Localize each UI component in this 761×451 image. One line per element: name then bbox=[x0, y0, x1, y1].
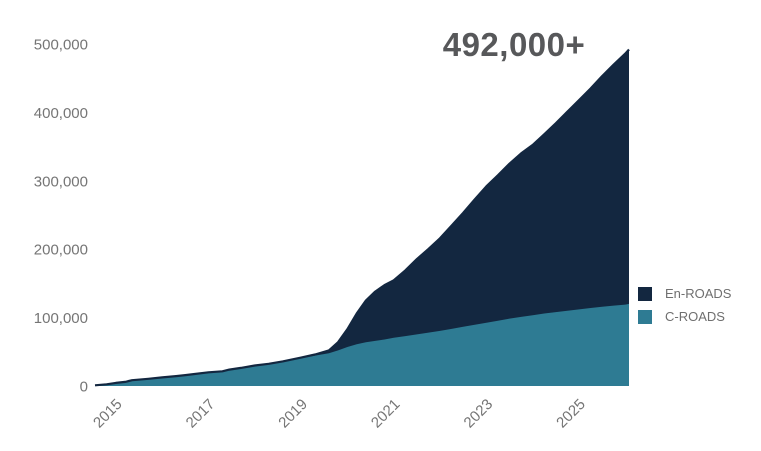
c-roads-swatch-icon bbox=[638, 309, 652, 324]
y-axis-tick-label: 500,000 bbox=[34, 37, 88, 54]
total-count-annotation: 492,000+ bbox=[442, 26, 586, 63]
y-axis-tick-label: 100,000 bbox=[34, 310, 88, 327]
x-axis-tick-label: 2015 bbox=[90, 396, 126, 432]
y-axis-tick-label: 300,000 bbox=[34, 173, 88, 190]
y-axis-tick-label: 400,000 bbox=[34, 105, 88, 122]
legend-label-c-roads: C-ROADS bbox=[665, 309, 725, 324]
legend-item-c-roads: C-ROADS bbox=[638, 309, 731, 324]
y-axis-tick-label: 200,000 bbox=[34, 242, 88, 259]
legend-label-en-roads: En-ROADS bbox=[665, 286, 732, 301]
x-axis-tick-label: 2019 bbox=[275, 396, 311, 432]
en-roads-swatch-icon bbox=[638, 286, 652, 301]
x-axis-tick-label: 2017 bbox=[183, 396, 219, 432]
total-top-line bbox=[94, 48, 630, 387]
x-axis-tick-label: 2023 bbox=[461, 396, 497, 432]
legend-item-en-roads: En-ROADS bbox=[638, 286, 731, 301]
x-axis-tick-label: 2025 bbox=[553, 396, 589, 432]
c-roads-area bbox=[95, 303, 629, 386]
y-axis-tick-label: 0 bbox=[80, 379, 88, 396]
x-axis-tick-label: 2021 bbox=[368, 396, 404, 432]
chart-legend: En-ROADS C-ROADS bbox=[638, 286, 731, 324]
en-roads-area bbox=[95, 49, 629, 386]
